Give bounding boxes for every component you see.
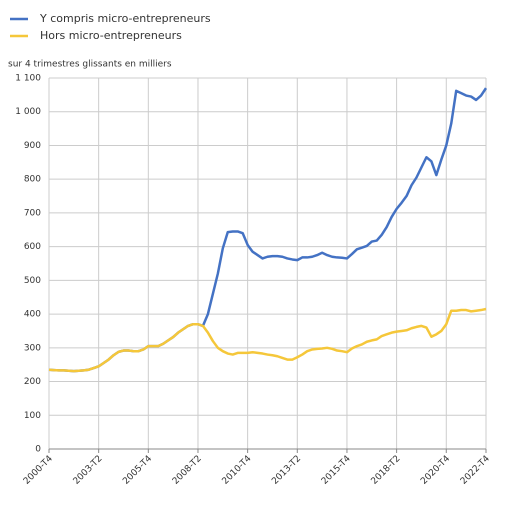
y-tick-label: 0 bbox=[35, 445, 41, 455]
y-tick-label: 1 000 bbox=[15, 107, 41, 117]
x-tick-label: 2008-T2 bbox=[171, 454, 204, 487]
x-tick-label: 2000-T4 bbox=[22, 454, 55, 487]
y-tick-label: 1 100 bbox=[15, 74, 41, 84]
x-tick-label: 2005-T4 bbox=[121, 454, 154, 487]
y-tick-label: 100 bbox=[24, 411, 41, 421]
y-tick-label: 600 bbox=[24, 242, 41, 252]
series-line bbox=[48, 87, 488, 373]
series-line bbox=[48, 307, 487, 373]
y-tick-label: 700 bbox=[24, 208, 41, 218]
y-tick-label: 200 bbox=[24, 377, 41, 387]
x-tick-label: 2003-T2 bbox=[72, 454, 105, 487]
y-tick-label: 900 bbox=[24, 141, 41, 151]
y-axis-label: sur 4 trimestres glissants en milliers bbox=[8, 60, 172, 70]
x-tick-label: 2022-T4 bbox=[459, 454, 492, 487]
x-tick-label: 2013-T2 bbox=[270, 454, 303, 487]
y-tick-label: 300 bbox=[24, 343, 41, 353]
y-tick-label: 800 bbox=[24, 175, 41, 185]
x-tick-label: 2015-T4 bbox=[320, 454, 353, 487]
y-tick-label: 400 bbox=[24, 310, 41, 320]
x-tick-label: 2010-T4 bbox=[221, 454, 254, 487]
legend-label: Y compris micro-entrepreneurs bbox=[39, 12, 211, 25]
legend-label: Hors micro-entrepreneurs bbox=[40, 29, 182, 42]
y-tick-label: 500 bbox=[24, 276, 41, 286]
x-tick-label: 2018-T2 bbox=[370, 454, 403, 487]
x-tick-label: 2020-T4 bbox=[419, 454, 452, 487]
